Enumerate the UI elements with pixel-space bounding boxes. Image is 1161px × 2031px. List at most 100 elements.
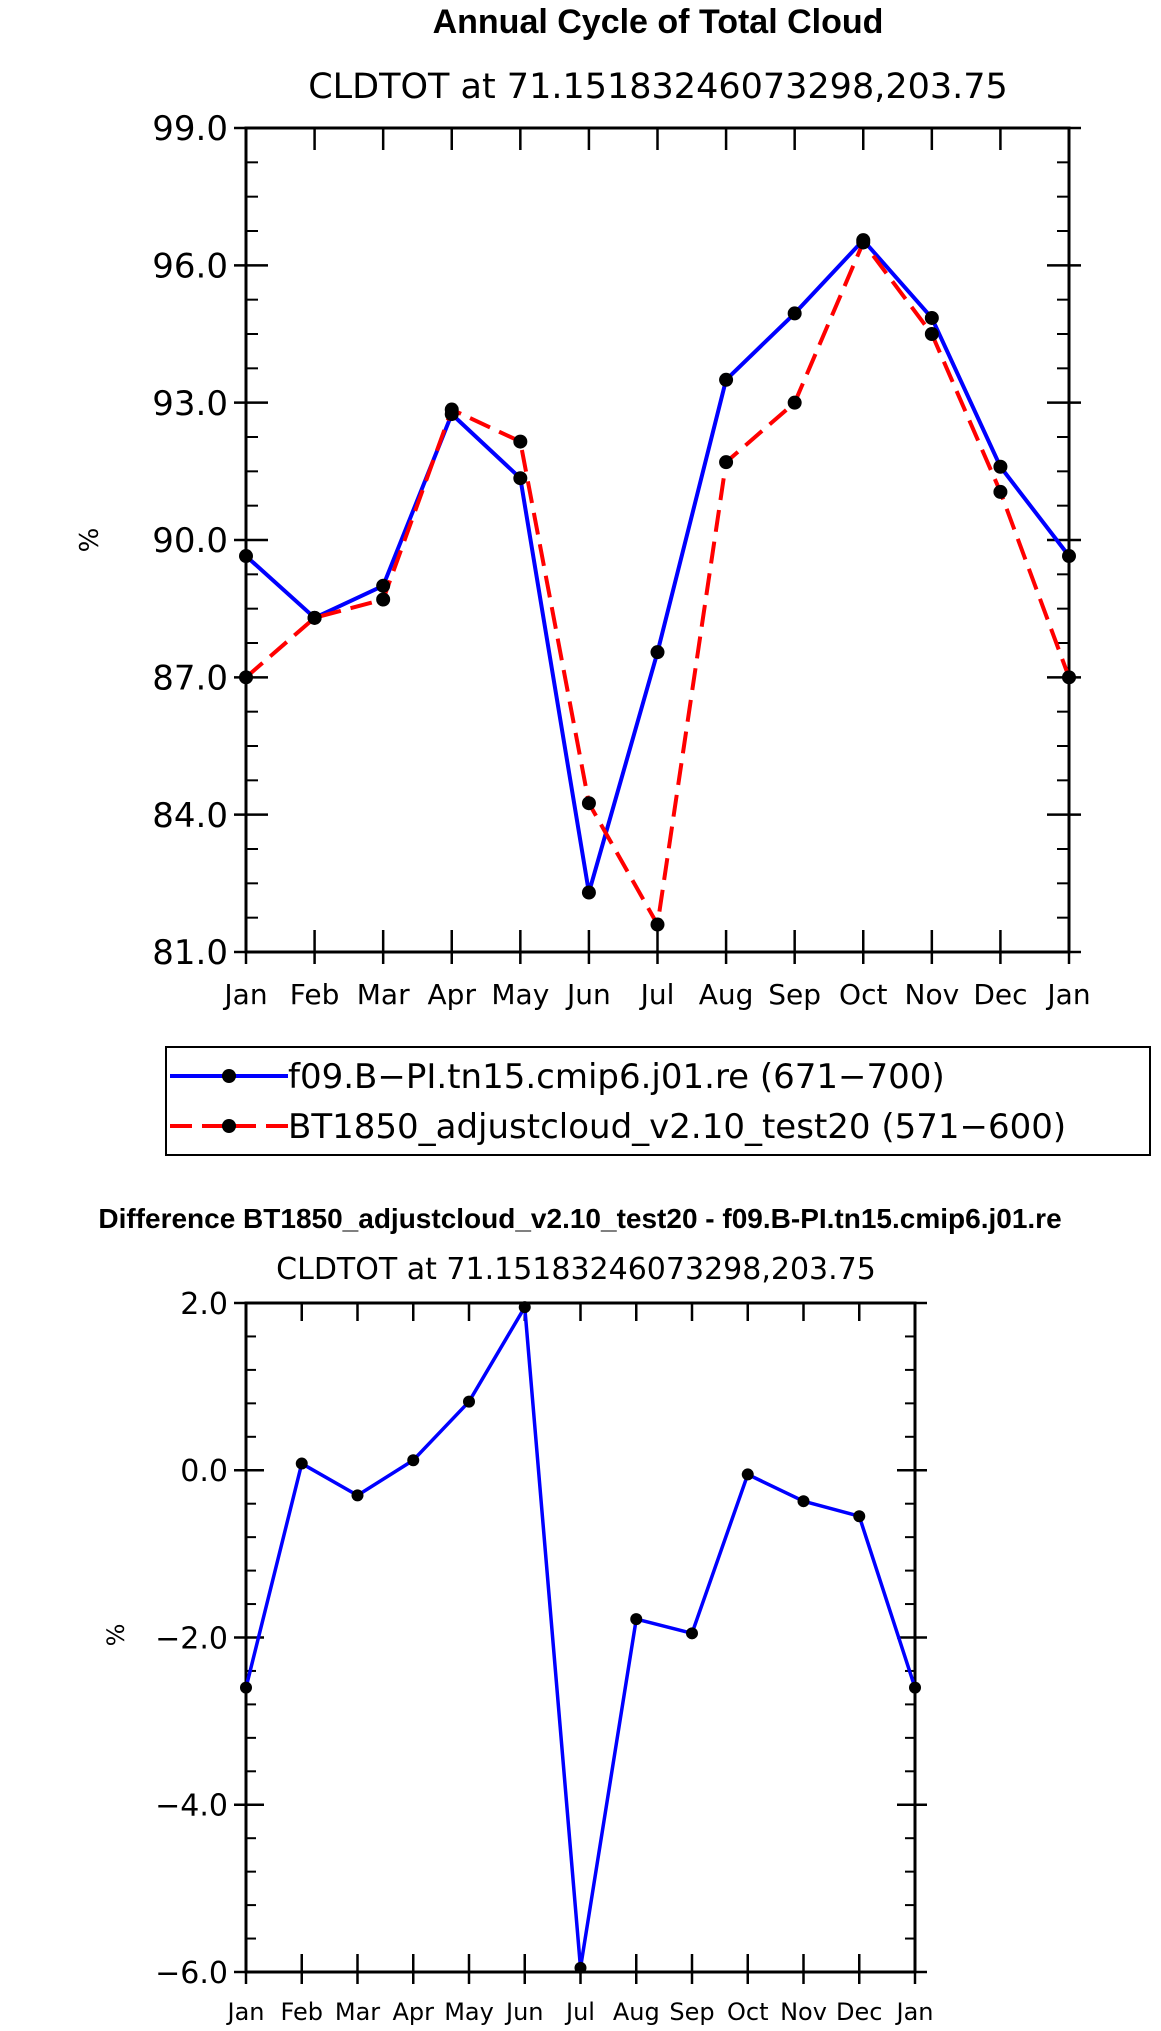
top-x-tick-label: Mar [357,978,410,1011]
top-x-tick-label: Apr [428,978,477,1011]
top-data-point [1062,549,1076,564]
top-chart: Annual Cycle of Total Cloud CLDTOT at 71… [75,3,1091,1011]
top-data-point [719,455,734,470]
top-x-tick-label: Aug [699,978,754,1011]
top-chart-ylabel: % [75,528,105,553]
top-data-point [993,459,1008,474]
bottom-tick-marks [234,1301,927,1984]
top-x-tick-label: Dec [973,978,1027,1011]
top-chart-subtitle: CLDTOT at 71.15183246073298,203.75 [308,67,1008,107]
top-data-point [581,885,596,900]
bot-x-tick-label: Nov [780,1998,827,2026]
bot-x-tick-label: Feb [281,1998,324,2026]
top-y-tick-label: 81.0 [152,933,228,973]
top-data-point [376,592,391,607]
bot-x-tick-label: Jun [504,1998,544,2026]
bot-data-point [797,1495,810,1508]
bot-x-tick-label: Jan [895,1998,934,2026]
top-data-point [581,796,596,811]
legend: f09.B−PI.tn15.cmip6.j01.re (671−700) BT1… [165,1046,1151,1156]
bot-y-tick-label: −6.0 [155,1956,228,1991]
bottom-y-tick-labels: −6.0 −4.0 −2.0 0.0 2.0 [155,1287,228,1991]
bot-x-tick-label: Jan [226,1998,265,2026]
top-y-tick-label: 87.0 [152,659,228,699]
bottom-chart-ylabel: % [102,1624,130,1647]
bot-data-point [853,1510,866,1523]
bot-x-tick-label: Dec [836,1998,882,2026]
top-tick-marks [234,126,1081,964]
bot-x-tick-label: Mar [335,1998,380,2026]
top-data-point [1062,670,1076,685]
top-data-point [513,471,528,486]
bot-y-tick-label: −4.0 [155,1789,228,1824]
bot-plot-frame [244,1301,917,1974]
top-x-tick-label: May [491,978,549,1011]
top-x-tick-label: Jan [222,978,267,1011]
top-data-point [650,645,665,660]
top-data-point [376,578,391,593]
top-data-point [993,484,1008,499]
bot-data-point [351,1489,364,1502]
top-x-tick-label: Jul [639,978,675,1011]
top-series-lines [244,238,1071,927]
top-chart-title: Annual Cycle of Total Cloud [433,3,884,41]
legend-marker-model2 [222,1119,236,1133]
top-data-point [787,395,802,410]
bottom-series-lines [244,1305,917,1970]
legend-label-model2: BT1850_adjustcloud_v2.10_test20 (571−600… [288,1107,1066,1147]
top-data-point [650,917,665,932]
bottom-chart-title: Difference BT1850_adjustcloud_v2.10_test… [98,1203,1061,1234]
top-data-point [719,372,734,387]
top-data-point [307,610,322,625]
bot-y-tick-label: −2.0 [155,1621,228,1656]
legend-label-model1: f09.B−PI.tn15.cmip6.j01.re (671−700) [288,1057,945,1097]
top-x-tick-label: Sep [768,978,821,1011]
bottom-series-markers [240,1301,921,1974]
bottom-x-tick-labels: Jan Feb Mar Apr May Jun Jul Aug Sep Oct Nov Dec Jan [226,1998,934,2026]
top-data-point [444,402,459,417]
bot-y-tick-label: 2.0 [180,1287,228,1322]
top-y-tick-label: 99.0 [152,109,228,149]
bot-data-point [240,1681,252,1694]
bottom-chart: Difference BT1850_adjustcloud_v2.10_test… [98,1203,1061,2026]
top-data-point [239,549,253,564]
bottom-axes-frame [244,1301,917,1974]
top-x-tick-label: Jan [1045,978,1090,1011]
bot-x-tick-label: May [444,1998,494,2026]
top-x-tick-label: Jun [565,978,611,1011]
bot-series-line-1 [244,1305,917,1970]
top-series-line-1 [244,238,1071,895]
legend-box [165,1046,1151,1156]
bot-data-point [518,1301,531,1314]
top-y-tick-label: 96.0 [152,247,228,287]
top-series-markers [239,233,1076,932]
legend-marker-model1 [222,1069,236,1083]
bot-data-point [686,1627,698,1640]
bot-data-point [741,1468,754,1481]
bot-data-point [295,1457,308,1470]
top-data-point [924,310,939,325]
top-data-point [513,434,528,449]
top-data-point [924,327,939,341]
bot-x-tick-label: Oct [727,1998,769,2026]
bot-y-tick-label: 0.0 [180,1454,228,1489]
bot-data-point [407,1454,420,1467]
top-y-tick-label: 84.0 [152,796,228,836]
bot-data-point [630,1613,643,1626]
bot-x-tick-label: Sep [669,1998,714,2026]
top-x-tick-label: Oct [839,978,887,1011]
bot-data-point [463,1395,475,1408]
top-y-tick-label: 90.0 [152,521,228,561]
top-y-tick-label: 93.0 [152,384,228,424]
top-axes-frame [244,126,1071,954]
bot-x-tick-label: Jul [564,1998,595,2026]
top-x-tick-label: Nov [905,978,960,1011]
top-x-tick-labels: Jan Feb Mar Apr May Jun Jul Aug Sep Oct Nov Dec Jan [222,978,1090,1011]
top-data-point [856,235,871,250]
bot-data-point [909,1681,921,1694]
bot-x-tick-label: Aug [613,1998,660,2026]
bottom-chart-subtitle: CLDTOT at 71.15183246073298,203.75 [276,1252,876,1287]
top-data-point [787,306,802,321]
top-plot-frame [244,126,1071,954]
